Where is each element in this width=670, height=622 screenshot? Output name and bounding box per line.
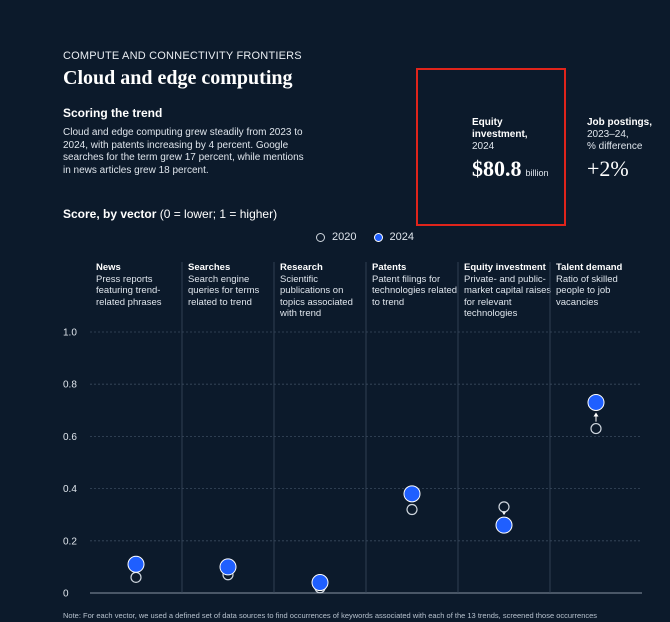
- page-title: Cloud and edge computing: [63, 67, 293, 89]
- column-header: Research Scientific publications on topic…: [280, 262, 368, 320]
- column-header-name: Research: [280, 262, 323, 273]
- equity-unit: billion: [525, 168, 549, 178]
- equity-year: 2024: [472, 141, 495, 152]
- column-header-description: Search engine queries for terms related …: [188, 273, 260, 308]
- column-header-name: News: [96, 262, 121, 273]
- score-title: Score, by vector (0 = lower; 1 = higher): [63, 207, 277, 221]
- y-tick-label: 0.4: [63, 484, 77, 495]
- point-2024: [495, 516, 513, 534]
- point-2020: [130, 571, 142, 583]
- point-2020: [498, 501, 510, 513]
- score-title-rest: (0 = lower; 1 = higher): [156, 207, 278, 221]
- legend-2024-marker: [374, 232, 384, 242]
- column-header: Equity investment Private- and public-mar…: [464, 262, 552, 320]
- equity-label: Equity investment,: [472, 117, 532, 141]
- footnote: Note: For each vector, we used a defined…: [63, 611, 598, 620]
- column-header: News Press reports featuring trend-relate…: [96, 262, 184, 308]
- job-postings-period: 2023–24,: [587, 129, 629, 140]
- column-header: Talent demand Ratio of skilled people to …: [556, 262, 644, 308]
- column-header-description: Private- and public-market capital raise…: [464, 273, 552, 320]
- section-eyebrow: COMPUTE AND CONNECTIVITY FRONTIERS: [63, 50, 302, 62]
- column-header: Searches Search engine queries for terms …: [188, 262, 276, 308]
- column-header-description: Patent filings for technologies related …: [372, 273, 458, 308]
- chart-legend: 2020 2024: [316, 231, 414, 243]
- y-tick-label: 1.0: [63, 328, 77, 339]
- point-2024: [127, 555, 145, 573]
- change-arrow-head: [593, 412, 599, 417]
- legend-2020-label: 2020: [332, 231, 357, 243]
- y-tick-label: 0: [63, 589, 69, 600]
- point-2024: [587, 393, 605, 411]
- job-postings-sub: 2023–24, % difference: [587, 129, 642, 153]
- column-header-name: Searches: [188, 262, 231, 273]
- column-header-name: Talent demand: [556, 262, 623, 273]
- highlight-box: [416, 68, 566, 226]
- column-header: Patents Patent filings for technologies r…: [372, 262, 460, 308]
- equity-value: $80.8 billion: [472, 156, 549, 182]
- y-tick-label: 0.6: [63, 432, 77, 443]
- legend-2024-label: 2024: [389, 231, 414, 243]
- equity-label-text: Equity investment,: [472, 117, 528, 140]
- job-postings-value: +2%: [587, 156, 629, 181]
- column-header-name: Patents: [372, 262, 407, 273]
- legend-2020-marker: [316, 232, 325, 242]
- y-tick-label: 0.2: [63, 536, 77, 547]
- point-2020: [590, 422, 602, 435]
- score-title-bold: Score, by vector: [63, 207, 157, 221]
- column-header-description: Press reports featuring trend-related ph…: [96, 273, 162, 308]
- column-header-description: Scientific publications on topics associ…: [280, 273, 353, 320]
- job-postings-metric: % difference: [587, 141, 643, 152]
- equity-amount: $80.8: [472, 156, 522, 181]
- point-2024: [311, 574, 329, 592]
- column-header-description: Ratio of skilled people to job vacancies: [556, 273, 618, 308]
- point-2024: [403, 485, 421, 503]
- subhead: Scoring the trend: [63, 106, 163, 120]
- y-tick-label: 0.8: [63, 380, 77, 391]
- point-2020: [406, 503, 418, 516]
- job-postings-label: Job postings,: [587, 117, 652, 128]
- summary-text: Cloud and edge computing grew steadily f…: [63, 127, 304, 176]
- column-header-name: Equity investment: [464, 262, 546, 273]
- point-2024: [219, 558, 237, 576]
